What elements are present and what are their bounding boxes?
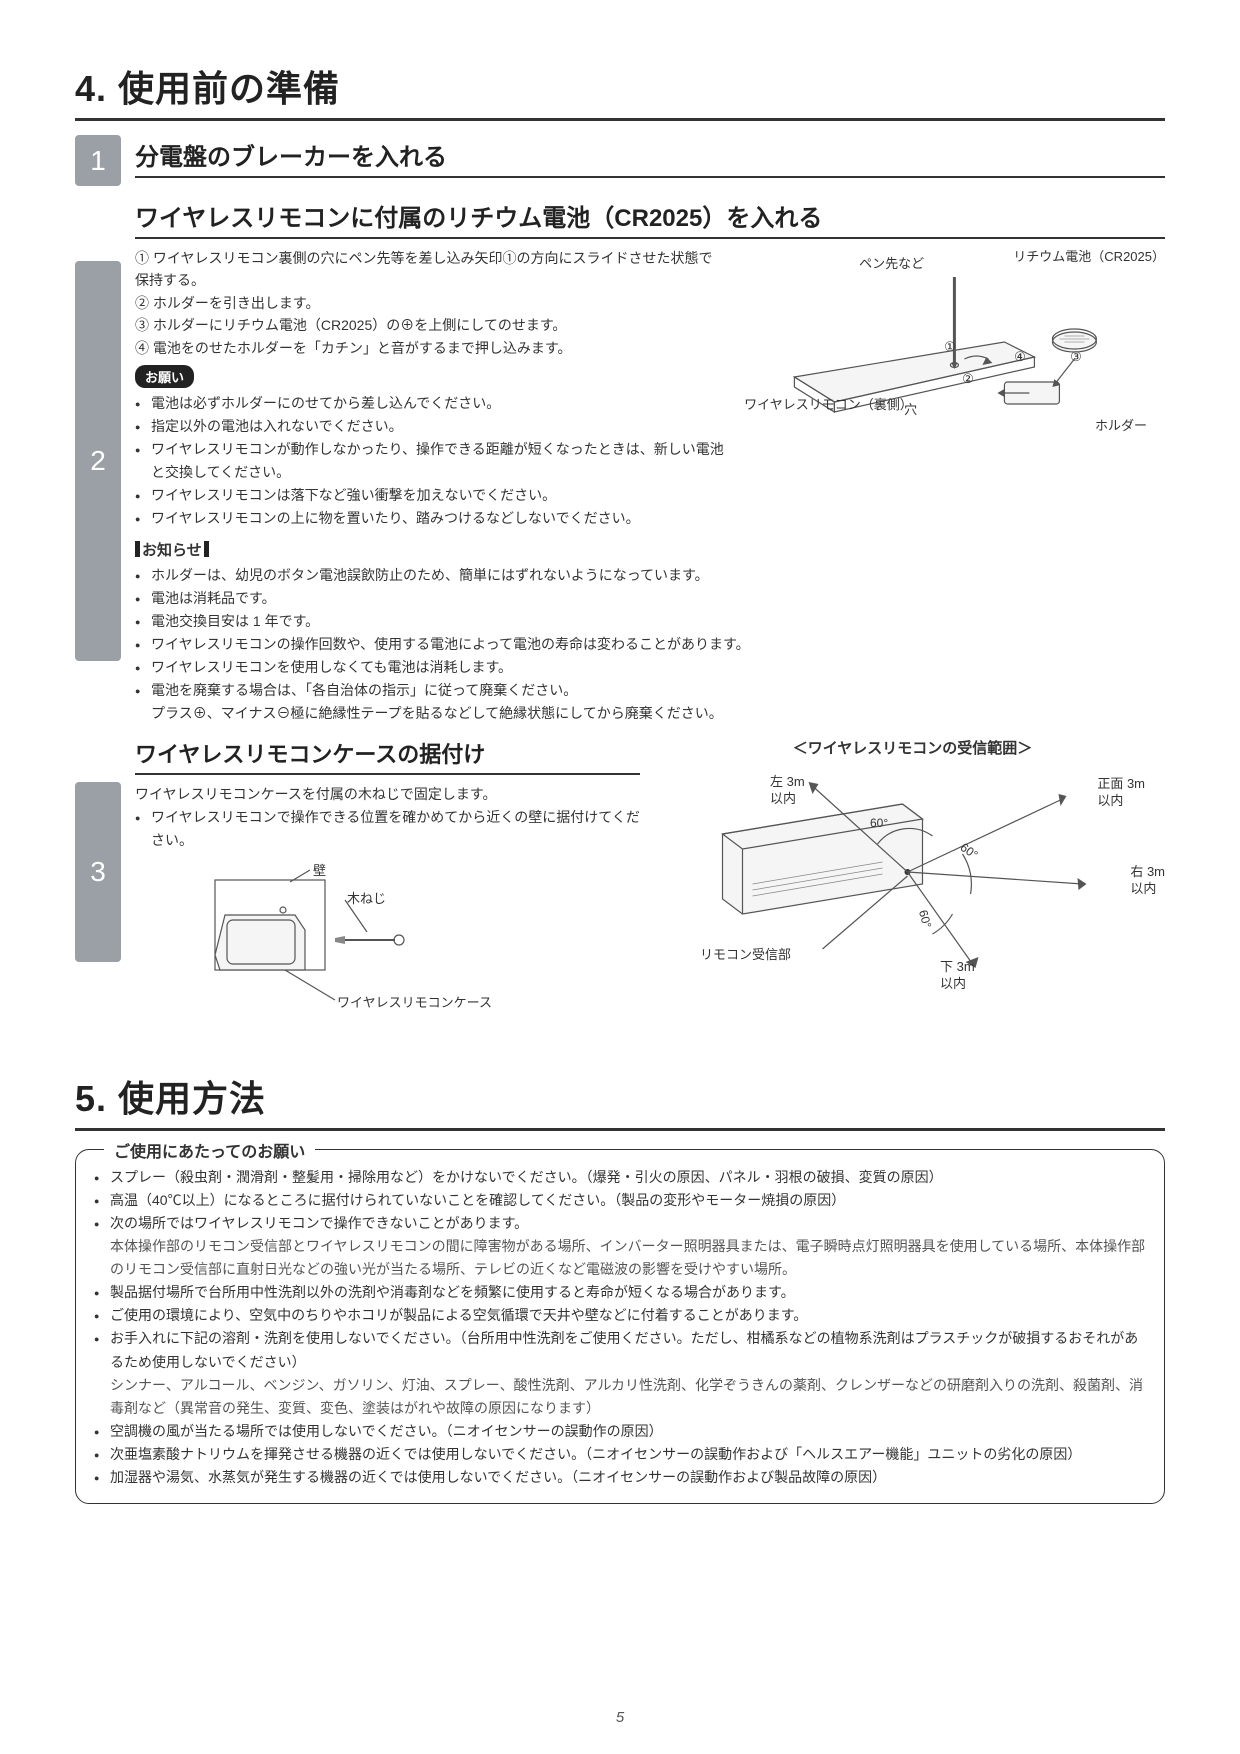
page-number: 5	[0, 1709, 1240, 1726]
notice-heading: お知らせ	[135, 539, 1165, 560]
range-front: 正面 3m 以内	[1097, 776, 1145, 810]
marker-4: ④	[1014, 349, 1026, 365]
marker-1: ①	[944, 339, 956, 355]
section5-title: 5. 使用方法	[75, 1070, 1165, 1122]
usage-list: スプレー（殺虫剤・潤滑剤・整髪用・掃除用など）をかけないでください。（爆発・引火…	[94, 1166, 1146, 1489]
range-down: 下 3m 以内	[940, 959, 975, 993]
label-hole: 穴	[904, 399, 917, 418]
usage-item: スプレー（殺虫剤・潤滑剤・整髪用・掃除用など）をかけないでください。（爆発・引火…	[94, 1166, 1146, 1189]
label-screw: 木ねじ	[347, 888, 386, 907]
notice-item: ホルダーは、幼児のボタン電池誤飲防止のため、簡単にはずれないようになっています。	[135, 564, 1165, 587]
range-right: 右 3m 以内	[1130, 864, 1165, 898]
step2-line3: ③ ホルダーにリチウム電池（CR2025）の⊕を上側にしてのせます。	[135, 314, 724, 336]
step2-number: 2	[75, 261, 121, 661]
notice-list: ホルダーは、幼児のボタン電池誤飲防止のため、簡単にはずれないようになっています。…	[135, 564, 1165, 726]
notice-item: ワイヤレスリモコンの操作回数や、使用する電池によって電池の寿命は変わることがあり…	[135, 633, 1165, 656]
marker-3: ③	[1070, 349, 1082, 365]
notice-label: お知らせ	[142, 542, 202, 559]
usage-item: 空調機の風が当たる場所では使用しないでください。（ニオイセンサーの誤動作の原因）	[94, 1420, 1146, 1443]
label-wall: 壁	[313, 860, 326, 879]
notice-item: 電池は消耗品です。	[135, 587, 1165, 610]
notice-item: 電池交換目安は 1 年です。	[135, 610, 1165, 633]
range-title: ＜ワイヤレスリモコンの受信範囲＞	[660, 737, 1165, 758]
battery-diagram: ペン先など リチウム電池（CR2025） ワイヤレスリモコン（裏側） 穴 ホルダ…	[744, 247, 1165, 447]
step3-desc: ワイヤレスリモコンケースを付属の木ねじで固定します。	[135, 783, 640, 805]
step2-line4: ④ 電池をのせたホルダーを「カチン」と音がするまで押し込みます。	[135, 337, 724, 359]
step2-line1: ① ワイヤレスリモコン裏側の穴にペン先等を差し込み矢印①の方向にスライドさせた状…	[135, 247, 724, 292]
onegai-badge: お願い	[135, 365, 194, 388]
onegai-item: 電池は必ずホルダーにのせてから差し込んでください。	[135, 392, 724, 415]
onegai-list: 電池は必ずホルダーにのせてから差し込んでください。 指定以外の電池は入れないでく…	[135, 392, 724, 531]
step2-line2: ② ホルダーを引き出します。	[135, 292, 724, 314]
marker-2: ②	[962, 371, 974, 387]
onegai-item: ワイヤレスリモコンの上に物を置いたり、踏みつけるなどしないでください。	[135, 507, 724, 530]
step3-number: 3	[75, 782, 121, 962]
case-diagram: 壁 木ねじ ワイヤレスリモコンケース	[135, 860, 640, 1010]
step1-row: 1 分電盤のブレーカーを入れる	[75, 135, 1165, 186]
range-left: 左 3m 以内	[770, 774, 805, 808]
divider	[75, 118, 1165, 121]
label-holder: ホルダー	[1095, 415, 1147, 434]
step1-number: 1	[75, 135, 121, 186]
usage-item: 加湿器や湯気、水蒸気が発生する機器の近くでは使用しないでください。（ニオイセンサ…	[94, 1466, 1146, 1489]
usage-item: 次の場所ではワイヤレスリモコンで操作できないことがあります。 本体操作部のリモコ…	[94, 1212, 1146, 1281]
usage-item: お手入れに下記の溶剤・洗剤を使用しないでください。（台所用中性洗剤をご使用くださ…	[94, 1327, 1146, 1419]
label-pen: ペン先など	[859, 253, 924, 272]
step2-heading: ワイヤレスリモコンに付属のリチウム電池（CR2025）を入れる	[135, 198, 1165, 239]
label-remote: ワイヤレスリモコン（裏側）	[744, 397, 913, 414]
label-battery: リチウム電池（CR2025）	[1013, 249, 1165, 266]
usage-item: ご使用の環境により、空気中のちりやホコリが製品による空気循環で天井や壁などに付着…	[94, 1304, 1146, 1327]
divider	[75, 1128, 1165, 1131]
step2-row: 2 ワイヤレスリモコンに付属のリチウム電池（CR2025）を入れる ① ワイヤレ…	[75, 196, 1165, 725]
usage-item: 製品据付場所で台所用中性洗剤以外の洗剤や消毒剤などを頻繁に使用すると寿命が短くな…	[94, 1281, 1146, 1304]
step3-bullets: ワイヤレスリモコンで操作できる位置を確かめてから近くの壁に据付けてください。	[135, 806, 640, 852]
step3-row: 3 ワイヤレスリモコンケースの据付け ワイヤレスリモコンケースを付属の木ねじで固…	[75, 735, 1165, 1010]
range-diagram: 左 3m 以内 正面 3m 以内 右 3m 以内 下 3m 以内 リモコン受信部…	[660, 764, 1165, 984]
label-case: ワイヤレスリモコンケース	[337, 992, 492, 1011]
usage-item: 次亜塩素酸ナトリウムを揮発させる機器の近くでは使用しないでください。（ニオイセン…	[94, 1443, 1146, 1466]
usage-item: 高温（40℃以上）になるところに据付けられていないことを確認してください。（製品…	[94, 1189, 1146, 1212]
notice-item: ワイヤレスリモコンを使用しなくても電池は消耗します。	[135, 656, 1165, 679]
onegai-item: ワイヤレスリモコンが動作しなかったり、操作できる距離が短くなったときは、新しい電…	[135, 438, 724, 484]
section4-title: 4. 使用前の準備	[75, 60, 1165, 112]
step3-bullet: ワイヤレスリモコンで操作できる位置を確かめてから近くの壁に据付けてください。	[135, 806, 640, 852]
callout-title: ご使用にあたってのお願い	[104, 1138, 315, 1162]
angle-1: 60°	[870, 816, 888, 830]
step3-heading: ワイヤレスリモコンケースの据付け	[135, 737, 640, 775]
usage-callout: ご使用にあたってのお願い スプレー（殺虫剤・潤滑剤・整髪用・掃除用など）をかけな…	[75, 1149, 1165, 1504]
range-receiver: リモコン受信部	[700, 944, 791, 963]
onegai-item: 指定以外の電池は入れないでください。	[135, 415, 724, 438]
onegai-item: ワイヤレスリモコンは落下など強い衝撃を加えないでください。	[135, 484, 724, 507]
notice-item: 電池を廃棄する場合は、「各自治体の指示」に従って廃棄ください。 プラス⊕、マイナ…	[135, 679, 1165, 725]
step1-heading: 分電盤のブレーカーを入れる	[135, 137, 1165, 178]
